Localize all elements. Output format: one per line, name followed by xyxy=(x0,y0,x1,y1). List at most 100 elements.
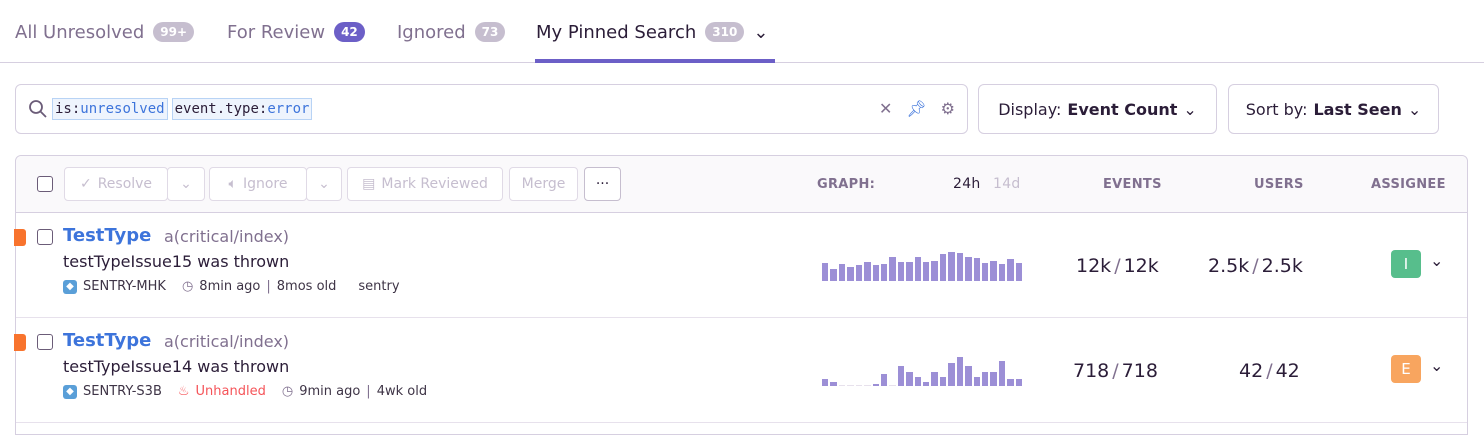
graph-bar xyxy=(889,385,896,386)
issue-title[interactable]: TestType xyxy=(63,225,152,246)
chevron-down-icon: ⌄ xyxy=(180,176,192,192)
graph-label: GRAPH: xyxy=(817,177,876,192)
more-actions-button[interactable]: ··· xyxy=(584,167,621,201)
chevron-down-icon: ⌄ xyxy=(1407,99,1422,119)
assignee-avatar[interactable]: I xyxy=(1391,250,1421,278)
select-all-checkbox[interactable] xyxy=(37,176,53,192)
user-count: 2.5k/2.5k xyxy=(1208,255,1303,277)
chevron-down-icon: ⌄ xyxy=(1183,99,1197,119)
issue-culprit: a(critical/index) xyxy=(164,227,290,246)
tab-bar: All Unresolved 99+ For Review 42 Ignored 73… xyxy=(0,0,1484,63)
graph-bar xyxy=(948,363,955,386)
tab-label: My Pinned Search xyxy=(536,21,697,43)
clock-icon: ◷ xyxy=(281,384,294,399)
resolve-dropdown[interactable]: ⌄ xyxy=(167,167,205,201)
graph-bar xyxy=(838,385,846,386)
issue-row[interactable]: TestType a(critical/index) testTypeIssue… xyxy=(14,318,1467,423)
tab-label: For Review xyxy=(227,21,326,43)
issue-row[interactable]: TestType a(critical/index) testTypeIssue… xyxy=(14,213,1467,318)
graph-bar xyxy=(973,257,981,281)
last-seen: 8min ago xyxy=(199,279,261,294)
search-input[interactable]: is:unresolved event.type:error ✕ 📌︎ ⚙︎ xyxy=(15,84,968,134)
issue-list-header: ✓ Resolve ⌄ 🔈︎ Ignore ⌄ ▤ Mark Reviewed Mer… xyxy=(16,156,1467,213)
assignee-avatar[interactable]: E xyxy=(1391,355,1421,383)
graph-bar xyxy=(889,257,896,281)
ignore-button[interactable]: 🔈︎ Ignore xyxy=(209,167,307,201)
last-seen: 9min ago xyxy=(299,384,361,399)
chevron-down-icon[interactable]: ⌄ xyxy=(1430,356,1444,375)
graph-bar xyxy=(956,252,964,281)
ellipsis-icon: ··· xyxy=(595,176,610,192)
sort-label: Sort by: xyxy=(1245,99,1308,119)
issue-checkbox[interactable] xyxy=(37,334,53,350)
assignee-header: ASSIGNEE xyxy=(1371,177,1446,192)
issue-list: ✓ Resolve ⌄ 🔈︎ Ignore ⌄ ▤ Mark Reviewed Mer… xyxy=(14,155,1468,435)
period-24h[interactable]: 24h xyxy=(953,176,981,192)
token-key: is: xyxy=(55,101,81,117)
events-header: EVENTS xyxy=(1103,177,1162,192)
short-id[interactable]: SENTRY-MHK xyxy=(83,279,166,294)
resolve-button[interactable]: ✓ Resolve xyxy=(64,167,168,201)
graph-bar xyxy=(990,261,997,281)
resolve-label: Resolve xyxy=(97,176,153,192)
graph-bar xyxy=(982,262,989,281)
graph-bar xyxy=(872,264,879,281)
ignore-label: Ignore xyxy=(242,176,288,192)
issue-title[interactable]: TestType xyxy=(63,330,152,351)
tab-my-pinned-search[interactable]: My Pinned Search 310 ⌄ xyxy=(536,19,768,45)
level-indicator xyxy=(14,334,26,351)
issue-message: testTypeIssue15 was thrown xyxy=(63,252,290,271)
chevron-down-icon[interactable]: ⌄ xyxy=(753,21,769,43)
merge-label: Merge xyxy=(521,176,566,192)
short-id[interactable]: SENTRY-S3B xyxy=(83,384,162,399)
graph-bar xyxy=(923,262,930,281)
logger: sentry xyxy=(358,279,400,294)
tab-count: 73 xyxy=(474,22,506,42)
merge-button[interactable]: Merge xyxy=(509,167,578,201)
inbox-icon: ▤ xyxy=(362,176,376,192)
graph-bar xyxy=(965,257,972,281)
graph-bar xyxy=(973,376,981,386)
graph-bar xyxy=(847,267,854,281)
ignore-dropdown[interactable]: ⌄ xyxy=(306,167,342,201)
event-count: 718/718 xyxy=(1073,360,1158,382)
graph-bar xyxy=(864,261,871,281)
graph-bar xyxy=(939,376,947,386)
filter-settings-icon[interactable]: ⚙︎ xyxy=(940,99,955,118)
clock-icon: ◷ xyxy=(181,279,194,294)
graph-bar xyxy=(990,372,997,386)
graph-bar xyxy=(880,374,888,386)
search-icon xyxy=(29,100,47,118)
graph-bar xyxy=(1015,262,1023,281)
graph-bar xyxy=(1007,378,1014,386)
graph-bar xyxy=(830,381,837,386)
sort-value: Last Seen xyxy=(1313,99,1402,119)
tab-count: 42 xyxy=(334,22,365,42)
sort-dropdown[interactable]: Sort by: Last Seen ⌄ xyxy=(1228,84,1439,134)
mark-reviewed-button[interactable]: ▤ Mark Reviewed xyxy=(347,167,503,201)
issue-checkbox[interactable] xyxy=(37,229,53,245)
period-14d[interactable]: 14d xyxy=(993,176,1021,192)
graph-bar xyxy=(998,264,1006,281)
display-dropdown[interactable]: Display: Event Count ⌄ xyxy=(978,84,1217,134)
tab-all-unresolved[interactable]: All Unresolved 99+ xyxy=(15,19,195,45)
graph-bar xyxy=(948,252,955,281)
active-tab-indicator xyxy=(535,59,775,63)
chevron-down-icon[interactable]: ⌄ xyxy=(1430,251,1444,270)
level-indicator xyxy=(14,229,26,246)
graph-bar xyxy=(965,365,972,386)
graph-bar xyxy=(872,383,879,386)
graph-bar xyxy=(855,385,863,386)
search-token[interactable]: event.type:error xyxy=(171,98,313,120)
graph-bar xyxy=(855,264,863,281)
token-value: error xyxy=(267,101,310,117)
clear-icon[interactable]: ✕ xyxy=(878,99,893,118)
graph-bar xyxy=(847,385,854,386)
tab-for-review[interactable]: For Review 42 xyxy=(227,19,365,45)
search-token[interactable]: is:unresolved xyxy=(52,98,168,120)
display-value: Event Count xyxy=(1067,99,1178,119)
mute-icon: 🔈︎ xyxy=(228,176,237,192)
pin-icon[interactable]: 📌︎ xyxy=(906,99,927,118)
tab-ignored[interactable]: Ignored 73 xyxy=(397,19,506,45)
fire-icon: ♨ xyxy=(177,384,190,399)
